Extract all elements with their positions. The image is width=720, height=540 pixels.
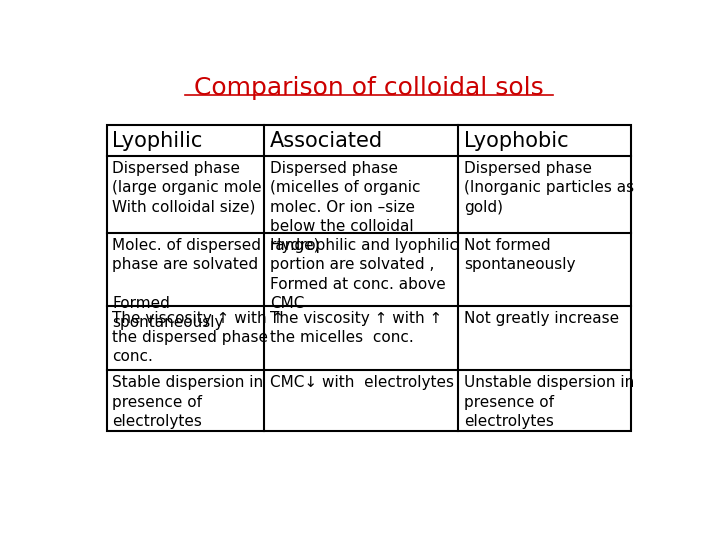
Text: Hydrophilic and lyophilic
portion are solvated ,
Formed at conc. above
CMC: Hydrophilic and lyophilic portion are so… [270, 238, 458, 311]
Text: Unstable dispersion in
presence of
electrolytes: Unstable dispersion in presence of elect… [464, 375, 634, 429]
Text: Dispersed phase
(Inorganic particles as
gold): Dispersed phase (Inorganic particles as … [464, 161, 634, 215]
Text: CMC↓ with  electrolytes: CMC↓ with electrolytes [270, 375, 454, 390]
Text: Associated: Associated [270, 131, 383, 151]
Text: The viscosity ↑ with ↑
the micelles  conc.: The viscosity ↑ with ↑ the micelles conc… [270, 311, 442, 345]
Text: The viscosity ↑ with ↑
the dispersed phase
conc.: The viscosity ↑ with ↑ the dispersed pha… [112, 311, 284, 364]
Bar [107, 125, 631, 431]
Text: Not formed
spontaneously: Not formed spontaneously [464, 238, 575, 272]
Text: Lyophobic: Lyophobic [464, 131, 568, 151]
Text: Molec. of dispersed
phase are solvated

Formed
spontaneously: Molec. of dispersed phase are solvated F… [112, 238, 261, 330]
Text: Lyophilic: Lyophilic [112, 131, 203, 151]
Text: Comparison of colloidal sols: Comparison of colloidal sols [194, 76, 544, 100]
Text: Not greatly increase: Not greatly increase [464, 311, 619, 326]
Text: Stable dispersion in
presence of
electrolytes: Stable dispersion in presence of electro… [112, 375, 264, 429]
Text: Dispersed phase
(large organic mole.
With colloidal size): Dispersed phase (large organic mole. Wit… [112, 161, 267, 215]
Text: Dispersed phase
(micelles of organic
molec. Or ion –size
below the colloidal
ran: Dispersed phase (micelles of organic mol… [270, 161, 420, 253]
